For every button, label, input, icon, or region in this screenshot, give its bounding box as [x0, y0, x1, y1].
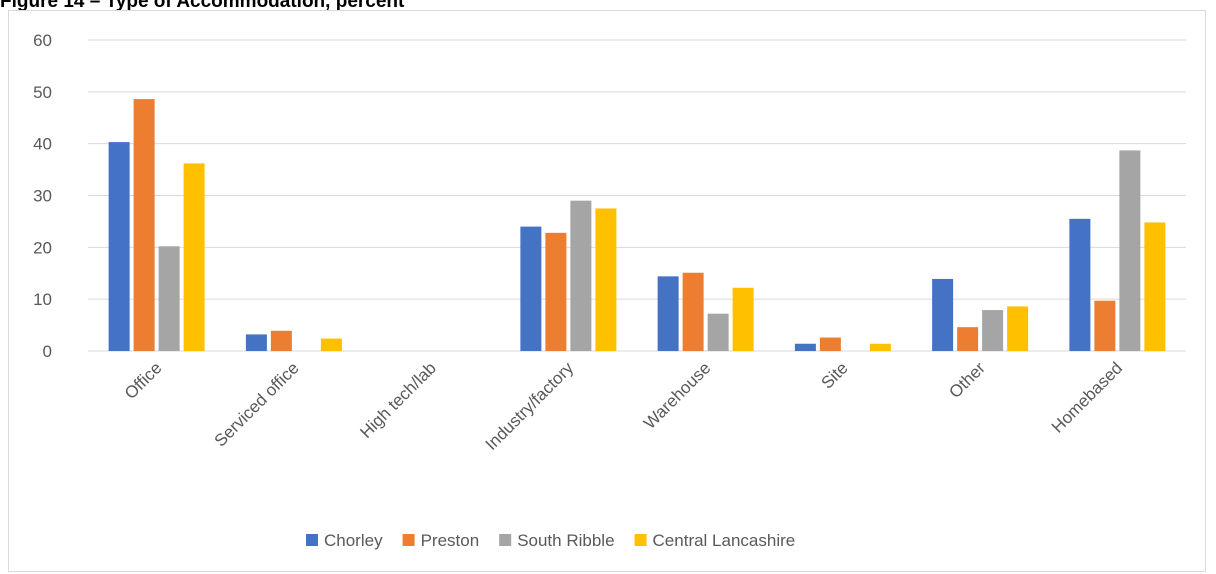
category-label: Site: [818, 358, 852, 392]
bar-central-lancashire: [183, 163, 205, 351]
category-label: Warehouse: [640, 358, 714, 432]
figure-title: Figure 14 – Type of Accommodation, perce…: [0, 0, 405, 12]
bar-chorley: [794, 343, 816, 351]
bars: [108, 99, 1166, 351]
legend-swatch: [402, 534, 415, 546]
bar-central-lancashire: [320, 338, 342, 351]
legend-label: South Ribble: [517, 531, 614, 550]
bar-preston: [957, 327, 979, 351]
bar-central-lancashire: [869, 343, 891, 351]
bar-preston: [1094, 300, 1116, 351]
legend-swatch: [499, 534, 512, 546]
bar-chorley: [520, 226, 542, 351]
bar-south-ribble: [707, 313, 729, 351]
y-tick-label: 40: [33, 135, 52, 154]
legend: Chorley Preston South Ribble Central Lancas…: [306, 531, 795, 550]
bar-preston: [819, 337, 841, 351]
legend-label: Chorley: [324, 531, 383, 550]
legend-swatch: [634, 534, 647, 546]
bar-central-lancashire: [732, 287, 754, 351]
bar-central-lancashire: [1007, 306, 1029, 351]
bar-chorley: [108, 142, 130, 351]
y-tick-label: 0: [43, 342, 52, 361]
bar-preston: [545, 232, 567, 351]
y-tick-label: 20: [33, 238, 52, 257]
category-labels: Office Serviced office High tech/lab Indust…: [121, 358, 1126, 454]
category-label: Serviced office: [211, 358, 303, 450]
bar-chorley: [245, 334, 267, 351]
bar-south-ribble: [1119, 150, 1141, 351]
bar-south-ribble: [570, 200, 592, 351]
bar-south-ribble: [158, 246, 180, 351]
gridlines: [88, 39, 1186, 352]
bar-preston: [682, 272, 704, 351]
y-axis-ticks: 0 10 20 30 40 50 60: [33, 31, 52, 361]
bar-central-lancashire: [1144, 222, 1166, 351]
bar-south-ribble: [982, 310, 1004, 351]
category-label: Other: [945, 358, 989, 402]
y-tick-label: 10: [33, 290, 52, 309]
bar-chorley: [657, 276, 679, 351]
legend-swatch: [306, 534, 318, 546]
bar-central-lancashire: [595, 208, 617, 351]
y-tick-label: 60: [33, 31, 52, 50]
category-label: Office: [121, 358, 166, 403]
y-tick-label: 30: [33, 187, 52, 206]
category-label: Homebased: [1048, 358, 1126, 436]
category-label: Industry/factory: [482, 358, 578, 454]
legend-label: Central Lancashire: [653, 531, 796, 550]
bar-chorley: [932, 278, 954, 351]
y-tick-label: 50: [33, 83, 52, 102]
bar-preston: [270, 330, 292, 351]
category-label: High tech/lab: [356, 358, 440, 442]
bar-preston: [133, 99, 155, 351]
bar-chorley: [1069, 218, 1091, 351]
legend-label: Preston: [421, 531, 480, 550]
